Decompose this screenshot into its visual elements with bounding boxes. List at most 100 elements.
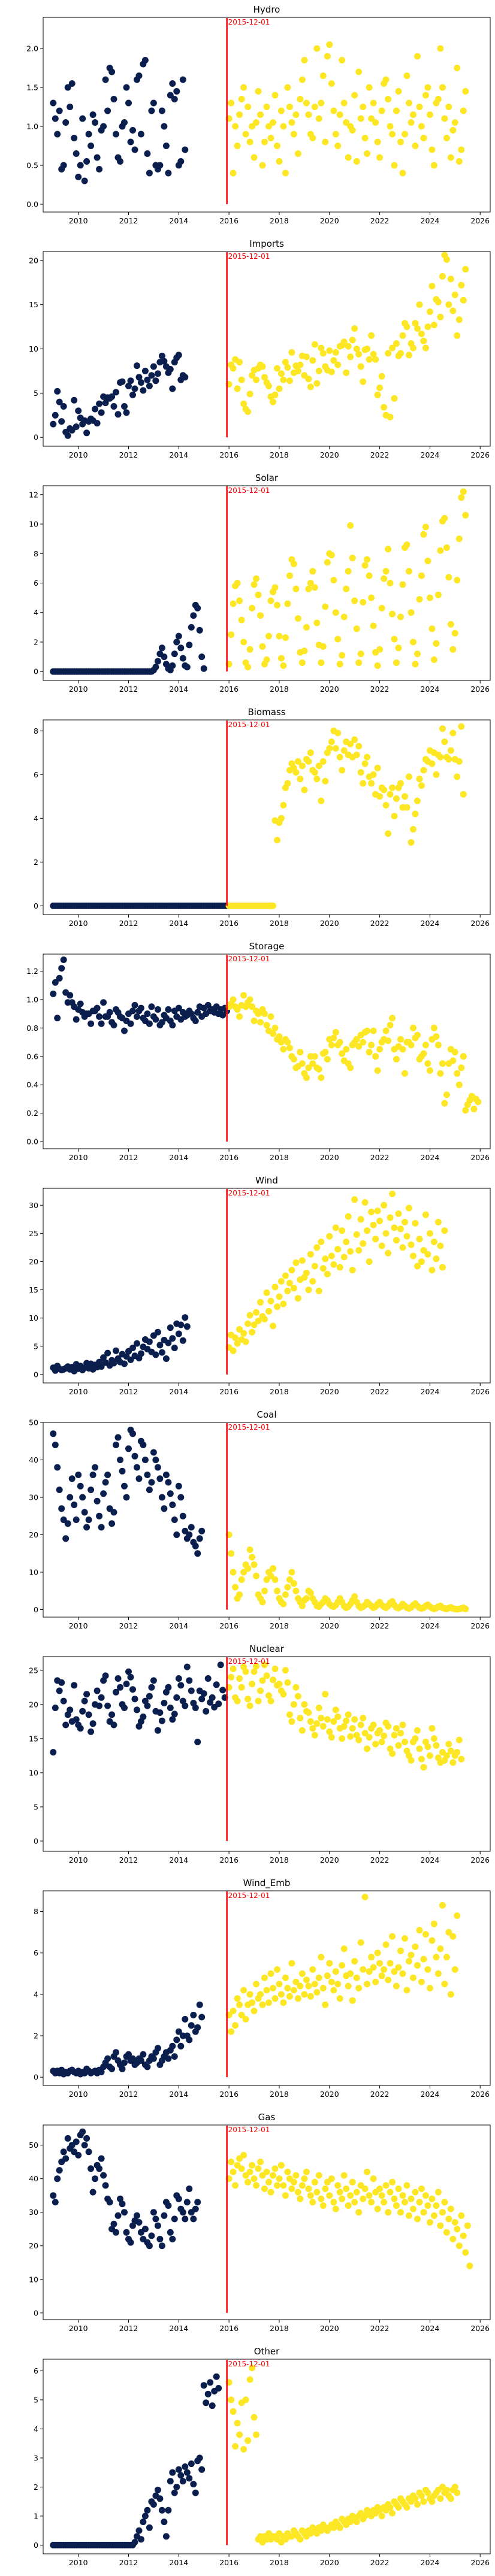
data-point bbox=[257, 1687, 264, 1694]
data-point bbox=[443, 1752, 450, 1759]
data-point bbox=[286, 377, 293, 385]
data-point bbox=[303, 1976, 310, 1984]
data-point bbox=[154, 1006, 161, 1013]
data-point bbox=[458, 281, 465, 289]
y-tick-label: 30 bbox=[29, 1201, 38, 1210]
data-point bbox=[382, 568, 390, 575]
data-point bbox=[144, 1010, 151, 1018]
data-point bbox=[150, 1449, 157, 1456]
data-point bbox=[292, 585, 300, 592]
data-point bbox=[403, 2504, 411, 2511]
data-point bbox=[311, 1263, 318, 1270]
data-point bbox=[424, 1743, 431, 1750]
data-point bbox=[127, 138, 134, 146]
data-point bbox=[234, 580, 241, 586]
data-point bbox=[447, 1747, 454, 1754]
data-point bbox=[276, 1981, 283, 1988]
data-point bbox=[351, 92, 358, 99]
data-point bbox=[177, 644, 185, 652]
data-point bbox=[447, 620, 454, 628]
data-point bbox=[428, 1267, 436, 1274]
data-point bbox=[406, 2212, 412, 2219]
data-point bbox=[255, 88, 262, 95]
data-point bbox=[309, 357, 316, 364]
data-point bbox=[410, 344, 416, 352]
data-point bbox=[161, 358, 168, 365]
data-point bbox=[313, 45, 321, 52]
y-tick-label: 20 bbox=[29, 2241, 38, 2250]
data-point bbox=[161, 653, 168, 661]
data-point bbox=[56, 107, 63, 114]
data-point bbox=[186, 2185, 193, 2192]
x-tick-label: 2018 bbox=[270, 2324, 289, 2333]
data-point bbox=[408, 1042, 415, 1049]
data-point bbox=[190, 2481, 197, 2488]
data-point bbox=[340, 2172, 348, 2179]
data-point bbox=[303, 2168, 310, 2175]
data-point bbox=[437, 2222, 444, 2229]
data-point bbox=[108, 1711, 116, 1718]
data-point bbox=[443, 135, 450, 141]
data-point bbox=[378, 2192, 385, 2199]
data-point bbox=[148, 372, 155, 379]
x-tick-label: 2014 bbox=[169, 1855, 188, 1864]
data-point bbox=[460, 2232, 467, 2239]
data-point bbox=[96, 400, 103, 407]
data-point bbox=[387, 2188, 394, 2196]
data-point bbox=[347, 522, 354, 529]
data-point bbox=[420, 2209, 427, 2216]
data-point bbox=[343, 1046, 350, 1053]
data-point bbox=[56, 1687, 63, 1694]
x-tick-label: 2012 bbox=[119, 1153, 138, 1162]
data-point bbox=[282, 169, 289, 177]
data-point bbox=[249, 1003, 256, 1010]
data-point bbox=[311, 104, 318, 110]
y-tick-label: 0.8 bbox=[26, 1024, 38, 1033]
data-point bbox=[119, 2200, 126, 2208]
y-tick-label: 2 bbox=[34, 2483, 38, 2492]
data-point bbox=[364, 2168, 371, 2175]
data-point bbox=[186, 1531, 193, 1538]
data-point bbox=[246, 391, 253, 398]
data-point bbox=[98, 1020, 105, 1027]
data-point bbox=[339, 1050, 346, 1057]
data-point bbox=[447, 2205, 454, 2212]
x-tick-label: 2020 bbox=[320, 1153, 339, 1162]
data-point bbox=[246, 996, 253, 1003]
data-point bbox=[462, 511, 469, 519]
data-point bbox=[179, 2478, 186, 2485]
data-point bbox=[428, 625, 436, 632]
data-point bbox=[318, 99, 325, 107]
data-point bbox=[395, 644, 402, 652]
data-point bbox=[52, 411, 59, 419]
data-point bbox=[315, 115, 322, 122]
data-point bbox=[374, 662, 381, 669]
data-point bbox=[135, 72, 143, 79]
data-point bbox=[288, 1267, 295, 1274]
data-point bbox=[402, 1935, 408, 1942]
forecast-series bbox=[225, 2365, 461, 2546]
data-point bbox=[169, 80, 176, 87]
data-point bbox=[175, 1004, 182, 1012]
data-point bbox=[370, 1964, 377, 1971]
data-point bbox=[167, 2229, 174, 2236]
data-point bbox=[420, 337, 427, 344]
forecast-series bbox=[225, 252, 469, 420]
data-point bbox=[309, 1278, 316, 1285]
data-point bbox=[389, 2510, 396, 2517]
historical-series bbox=[50, 2001, 206, 2078]
data-point bbox=[412, 2495, 419, 2502]
data-point bbox=[79, 2128, 86, 2135]
data-point bbox=[121, 1705, 128, 1711]
data-point bbox=[158, 2242, 165, 2250]
data-point bbox=[250, 2008, 258, 2014]
data-point bbox=[326, 1960, 333, 1967]
subplot-title: Nuclear bbox=[249, 1643, 285, 1654]
data-point bbox=[62, 119, 70, 126]
data-point bbox=[393, 2202, 400, 2209]
data-point bbox=[410, 2205, 416, 2212]
y-tick-label: 0 bbox=[34, 2073, 38, 2082]
data-point bbox=[108, 393, 116, 400]
data-point bbox=[315, 367, 322, 374]
